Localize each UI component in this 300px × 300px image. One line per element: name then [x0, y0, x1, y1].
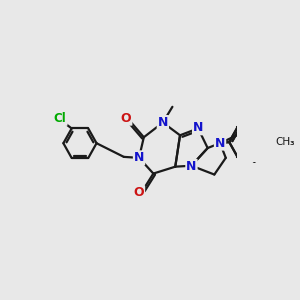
Bar [237, 115, 289, 162]
Text: Cl: Cl [54, 112, 67, 125]
Text: CH₃: CH₃ [275, 137, 295, 147]
Text: N: N [193, 121, 203, 134]
Text: O: O [121, 112, 131, 125]
Text: N: N [215, 136, 225, 150]
Text: N: N [134, 152, 144, 164]
Text: N: N [158, 116, 168, 129]
Text: N: N [186, 160, 197, 173]
Text: O: O [134, 186, 144, 199]
Text: CH₃: CH₃ [275, 137, 295, 147]
